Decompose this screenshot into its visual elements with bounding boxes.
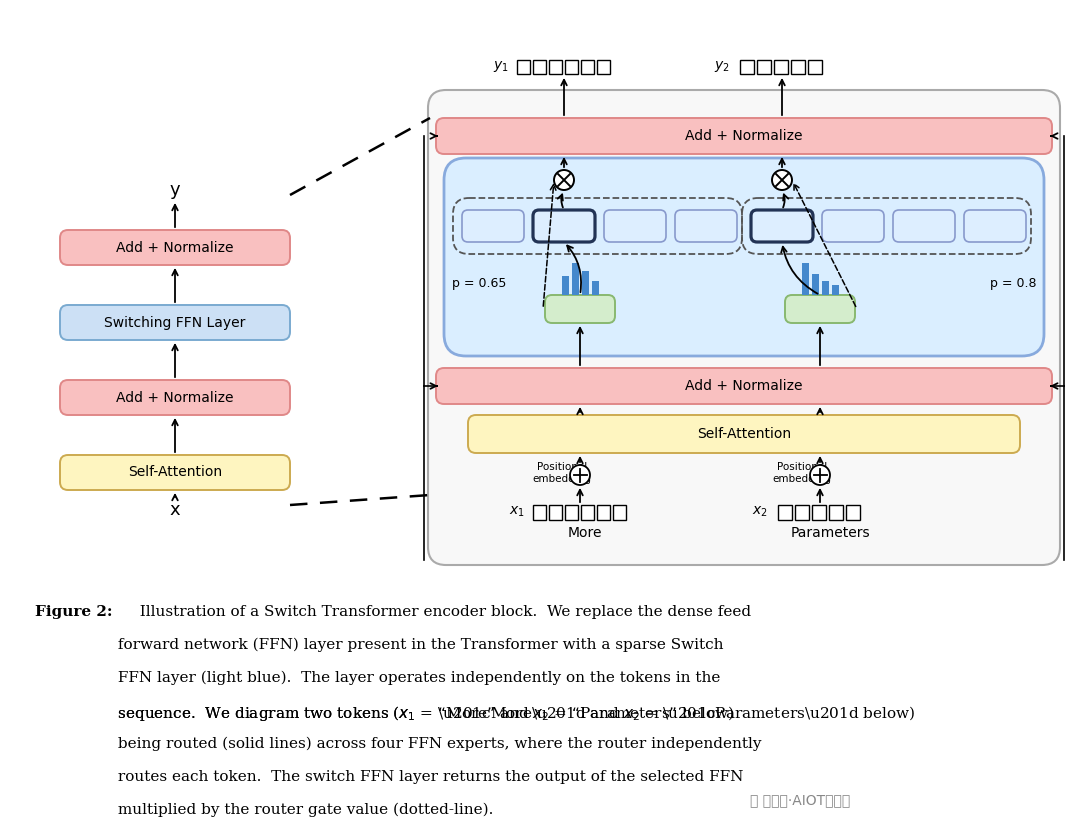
Bar <box>778 505 792 520</box>
Text: Self-Attention: Self-Attention <box>697 427 791 441</box>
Text: p = 0.65: p = 0.65 <box>453 276 507 290</box>
Text: Switching FFN Layer: Switching FFN Layer <box>105 315 245 329</box>
Bar <box>829 505 843 520</box>
Text: being routed (solid lines) across four FFN experts, where the router independent: being routed (solid lines) across four F… <box>35 737 761 751</box>
Bar <box>811 275 819 295</box>
Text: Add + Normalize: Add + Normalize <box>685 129 802 143</box>
Bar <box>808 60 822 74</box>
Circle shape <box>554 170 573 190</box>
Circle shape <box>570 465 590 485</box>
Text: Positional
embedding: Positional embedding <box>772 463 832 483</box>
Text: sequence.  We diagram two tokens ($x_1$ = “More” and $x_2$ = “Parameters” below): sequence. We diagram two tokens ($x_1$ =… <box>35 704 734 723</box>
Bar <box>597 505 610 520</box>
Text: routes each token.  The switch FFN layer returns the output of the selected FFN: routes each token. The switch FFN layer … <box>35 770 743 784</box>
Text: FFN layer (light blue).  The layer operates independently on the tokens in the: FFN layer (light blue). The layer operat… <box>35 671 720 686</box>
Text: FFN 2: FFN 2 <box>546 221 582 231</box>
FancyBboxPatch shape <box>785 295 855 323</box>
Bar <box>613 505 626 520</box>
FancyBboxPatch shape <box>60 380 291 415</box>
Bar <box>581 505 594 520</box>
Text: Positional
embedding: Positional embedding <box>532 463 592 483</box>
Text: x: x <box>170 501 180 519</box>
FancyBboxPatch shape <box>675 210 737 242</box>
Text: $y_2$: $y_2$ <box>714 60 730 75</box>
FancyBboxPatch shape <box>893 210 955 242</box>
Bar <box>592 280 598 295</box>
FancyBboxPatch shape <box>604 210 666 242</box>
Text: FFN 3: FFN 3 <box>619 221 651 231</box>
FancyBboxPatch shape <box>751 210 813 242</box>
Bar <box>774 60 788 74</box>
FancyBboxPatch shape <box>436 118 1052 154</box>
FancyBboxPatch shape <box>428 90 1059 565</box>
Bar <box>571 263 579 295</box>
Text: Router: Router <box>799 303 840 315</box>
Bar <box>549 60 562 74</box>
Text: sequence.  We diagram two tokens ($x_1$ = \u201cMore\u201d and $x_2$ = \u201cPar: sequence. We diagram two tokens ($x_1$ =… <box>35 704 916 723</box>
Text: FFN 3: FFN 3 <box>908 221 940 231</box>
Text: Figure 2:: Figure 2: <box>35 605 112 619</box>
Text: Add + Normalize: Add + Normalize <box>117 390 233 404</box>
Text: FFN 2: FFN 2 <box>837 221 869 231</box>
Bar <box>534 505 546 520</box>
Bar <box>740 60 754 74</box>
Text: $y_1$: $y_1$ <box>494 60 509 75</box>
Text: FFN 1: FFN 1 <box>764 221 800 231</box>
Text: 📱 公众号·AIOT大数据: 📱 公众号·AIOT大数据 <box>750 793 850 807</box>
Bar <box>832 285 838 295</box>
FancyBboxPatch shape <box>545 295 615 323</box>
FancyBboxPatch shape <box>964 210 1026 242</box>
FancyBboxPatch shape <box>436 368 1052 404</box>
Bar <box>822 280 828 295</box>
FancyBboxPatch shape <box>444 158 1044 356</box>
Bar <box>549 505 562 520</box>
FancyBboxPatch shape <box>60 305 291 340</box>
Bar <box>517 60 530 74</box>
FancyBboxPatch shape <box>60 230 291 265</box>
Bar <box>812 505 826 520</box>
Text: p = 0.8: p = 0.8 <box>989 276 1036 290</box>
FancyBboxPatch shape <box>60 455 291 490</box>
Text: Self-Attention: Self-Attention <box>127 465 222 479</box>
Text: FFN 1: FFN 1 <box>477 221 509 231</box>
FancyBboxPatch shape <box>468 415 1020 453</box>
Text: Illustration of a Switch Transformer encoder block.  We replace the dense feed: Illustration of a Switch Transformer enc… <box>130 605 751 619</box>
Text: More: More <box>568 526 603 540</box>
Bar <box>534 60 546 74</box>
Text: FFN 4: FFN 4 <box>980 221 1011 231</box>
Text: $x_2$: $x_2$ <box>752 505 768 519</box>
Bar <box>846 505 860 520</box>
Bar <box>565 505 578 520</box>
Bar <box>565 60 578 74</box>
Text: Add + Normalize: Add + Normalize <box>685 379 802 393</box>
Text: $x_1$: $x_1$ <box>509 505 525 519</box>
FancyBboxPatch shape <box>534 210 595 242</box>
FancyBboxPatch shape <box>462 210 524 242</box>
Bar <box>795 505 809 520</box>
Text: Router: Router <box>559 303 600 315</box>
Circle shape <box>772 170 792 190</box>
Bar <box>791 60 805 74</box>
Bar <box>597 60 610 74</box>
Bar <box>581 60 594 74</box>
FancyBboxPatch shape <box>822 210 885 242</box>
Text: Parameters: Parameters <box>791 526 869 540</box>
Text: y: y <box>170 181 180 199</box>
Bar <box>801 263 809 295</box>
Text: Add + Normalize: Add + Normalize <box>117 240 233 255</box>
Text: FFN 4: FFN 4 <box>690 221 721 231</box>
Text: forward network (FFN) layer present in the Transformer with a sparse Switch: forward network (FFN) layer present in t… <box>35 638 724 652</box>
Bar <box>562 275 568 295</box>
Text: multiplied by the router gate value (dotted-line).: multiplied by the router gate value (dot… <box>35 803 494 817</box>
Bar <box>581 271 589 295</box>
Bar <box>757 60 771 74</box>
Circle shape <box>810 465 831 485</box>
